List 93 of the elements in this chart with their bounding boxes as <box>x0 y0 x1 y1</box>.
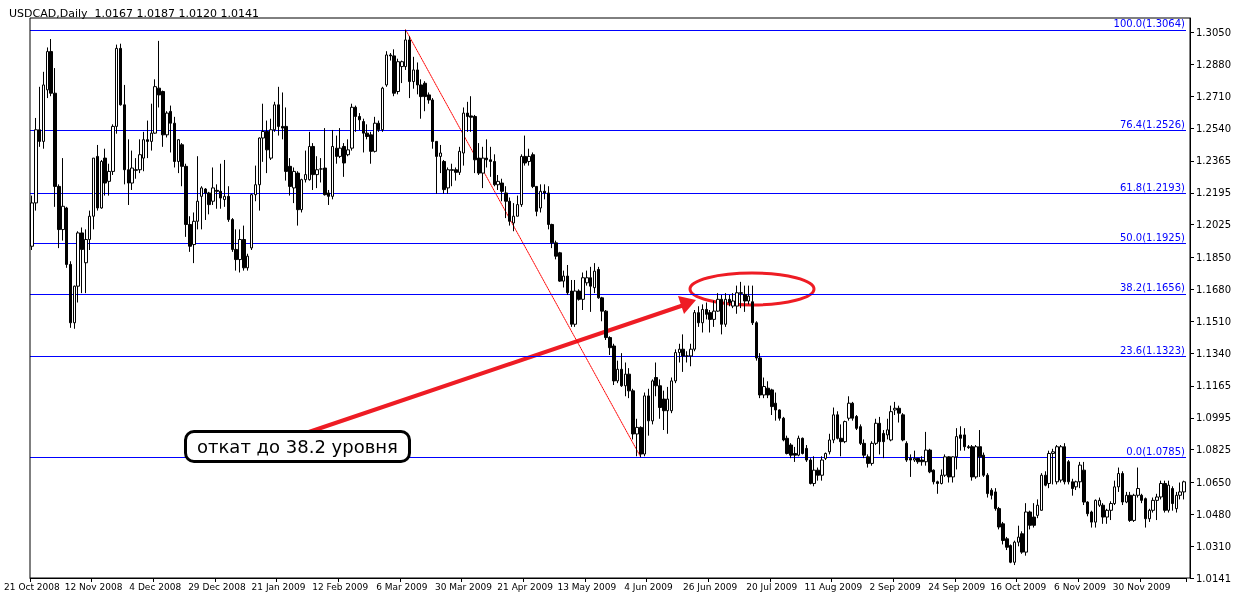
candlestick <box>539 183 542 213</box>
y-tick-label: 1.1165 <box>1196 380 1231 392</box>
candlestick <box>878 416 881 455</box>
candlestick <box>350 103 354 152</box>
candlestick <box>362 118 365 153</box>
candlestick <box>242 225 246 272</box>
y-tick-label: 1.0650 <box>1196 477 1231 489</box>
candlestick <box>1032 502 1036 529</box>
candlestick <box>1144 497 1147 529</box>
candlestick <box>947 455 951 484</box>
candlestick <box>889 405 893 442</box>
ref-line-label: 50.0(1.1925) <box>1119 231 1186 243</box>
x-tick-label: 12 Feb 2009 <box>312 581 369 592</box>
candlestick <box>1167 480 1170 514</box>
y-tick-label: 1.0141 <box>1196 572 1231 584</box>
candlestick <box>238 228 242 273</box>
candlestick <box>1055 444 1059 485</box>
candlestick <box>589 266 592 313</box>
candlestick <box>385 50 388 88</box>
y-tick-label: 1.2195 <box>1196 187 1231 199</box>
x-tick-label: 16 Oct 2009 <box>990 581 1047 592</box>
candlestick <box>573 279 577 328</box>
y-tick-label: 1.1510 <box>1196 315 1231 327</box>
candlestick <box>978 429 982 478</box>
candlestick <box>820 455 824 482</box>
candlestick <box>720 294 723 335</box>
ref-line-label: 100.0(1.3064) <box>1113 18 1186 30</box>
ref-line-label: 38.2(1.1656) <box>1119 282 1186 294</box>
candlestick <box>1047 450 1051 489</box>
x-tick-label: 2 Sep 2009 <box>869 581 921 592</box>
candlestick <box>847 395 851 422</box>
candlestick <box>812 455 816 487</box>
ref-line-label: 0.0(1.0785) <box>1126 445 1186 457</box>
x-tick-label: 4 Jun 2009 <box>624 581 673 592</box>
candlestick <box>963 427 966 452</box>
candlestick <box>701 303 704 334</box>
x-tick-label: 13 May 2009 <box>557 581 617 592</box>
candlestick <box>970 444 974 482</box>
x-tick-label: 26 Jun 2009 <box>683 581 738 592</box>
y-tick-label: 1.2025 <box>1196 219 1231 231</box>
candlestick <box>681 333 685 373</box>
candlestick <box>1059 444 1063 484</box>
candlestick <box>774 392 777 422</box>
x-tick-label: 6 Nov 2009 <box>1054 581 1107 592</box>
x-tick-label: 21 Apr 2009 <box>497 581 554 592</box>
candlestick <box>1063 442 1066 485</box>
candlestick <box>1182 480 1186 500</box>
y-tick-label: 1.2710 <box>1196 90 1231 102</box>
x-tick-label: 11 Aug 2009 <box>804 581 863 592</box>
candlestick <box>743 285 747 313</box>
candlestick <box>1121 470 1124 506</box>
x-tick-label: 21 Jan 2009 <box>251 581 306 592</box>
x-tick-label: 20 Jul 2009 <box>746 581 798 592</box>
y-tick-label: 1.0310 <box>1196 540 1231 552</box>
candlestick <box>1128 491 1132 523</box>
ref-line-label: 61.8(1.2193) <box>1119 181 1186 193</box>
y-tick-label: 1.2365 <box>1196 155 1231 167</box>
x-tick-label: 30 Nov 2009 <box>1112 581 1171 592</box>
candlestick <box>277 86 280 137</box>
y-tick-label: 1.2880 <box>1196 58 1231 70</box>
y-tick-label: 1.2540 <box>1196 122 1231 134</box>
x-tick-label: 6 Mar 2009 <box>376 581 428 592</box>
candlestick <box>1163 480 1167 514</box>
candlestick <box>392 48 396 97</box>
candlestick <box>381 86 384 133</box>
candlestick <box>1171 485 1174 512</box>
chart-title: USDCAD,Daily 1.0167 1.0187 1.0120 1.0141 <box>9 7 259 20</box>
y-tick-label: 1.0480 <box>1196 508 1231 520</box>
y-tick-label: 1.1680 <box>1196 283 1231 295</box>
candlestick <box>1024 502 1028 557</box>
y-tick-label: 1.0995 <box>1196 412 1231 424</box>
candlestick <box>219 163 222 210</box>
candlestick <box>1101 502 1105 525</box>
candlestick <box>200 185 203 230</box>
x-tick-label: 12 Nov 2008 <box>64 581 123 592</box>
y-tick-label: 1.3050 <box>1196 26 1231 38</box>
y-tick-label: 1.1850 <box>1196 251 1231 263</box>
annotation: откат до 38.2 уровня <box>184 430 411 463</box>
x-tick-label: 29 Dec 2008 <box>188 581 246 592</box>
y-tick-label: 1.0825 <box>1196 444 1231 456</box>
x-tick-label: 30 Mar 2009 <box>434 581 493 592</box>
candlestick <box>296 170 300 227</box>
candlestick <box>1094 498 1097 529</box>
candlestick <box>735 285 739 315</box>
candlestick <box>643 392 646 457</box>
x-tick-label: 24 Sep 2009 <box>928 581 986 592</box>
candlestick <box>1051 448 1055 485</box>
candlestick <box>581 271 585 311</box>
y-tick-label: 1.1340 <box>1196 347 1231 359</box>
ref-line-label: 76.4(1.2526) <box>1119 119 1186 131</box>
x-tick-label: 4 Dec 2008 <box>129 581 182 592</box>
ref-line-label: 23.6(1.1323) <box>1119 344 1186 356</box>
x-tick-label: 21 Oct 2008 <box>4 581 61 592</box>
